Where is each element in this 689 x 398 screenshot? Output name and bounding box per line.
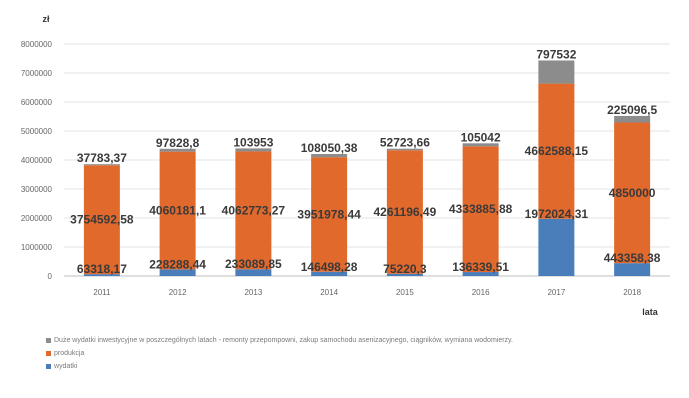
legend-label: Duże wydatki inwestycyjne w poszczególny… [54,337,513,344]
bar-2012-series-2 [159,148,196,152]
x-tick-label: 2017 [547,288,565,297]
data-label: 97828,8 [156,136,200,150]
legend-item: wydatki [46,362,676,372]
bar-2016-series-2 [462,143,499,147]
y-tick-label: 7000000 [21,69,53,78]
x-tick-label: 2015 [396,288,414,297]
bar-2014-series-1 [311,157,348,272]
data-label: 4060181,1 [149,204,206,218]
data-label: 52723,66 [380,136,430,150]
legend-swatch [46,364,51,369]
bar-2013-series-0 [235,269,272,276]
bar-2017-series-0 [538,218,575,276]
x-axis-label: lata [642,307,659,317]
data-label: 108050,38 [301,141,358,155]
data-label: 4850000 [609,186,656,200]
data-label: 225096,5 [607,103,657,117]
bar-2016-series-0 [462,272,499,276]
legend-label: produkcja [54,350,85,357]
data-label: 75220,3 [383,262,427,276]
legend-swatch [46,338,51,343]
legend-item: Duże wydatki inwestycyjne w poszczególny… [46,336,676,346]
legend-label: wydatki [54,363,78,370]
data-labels: 63318,17 3754592,58 37783,37 228288,44 40601… [70,47,661,276]
data-label: 105042 [461,130,501,144]
y-tick-label: 5000000 [21,127,53,136]
y-tick-label: 0 [48,272,53,281]
bar-2015-series-2 [386,148,423,151]
bar-2011-series-2 [83,164,120,166]
bar-2012-series-0 [159,269,196,276]
bar-2018-series-0 [614,263,651,276]
bar-2014-series-0 [311,271,348,276]
data-label: 443358,38 [604,251,661,265]
data-label: 3754592,58 [70,213,134,227]
y-tick-label: 3000000 [21,185,53,194]
x-tick-label: 2013 [244,288,262,297]
bar-2014-series-2 [311,154,348,158]
y-tick-label: 8000000 [21,40,53,49]
bar-2013-series-2 [235,148,272,152]
bar-2015-series-0 [386,273,423,276]
x-tick-label: 2014 [320,288,338,297]
data-label: 136339,51 [452,260,509,274]
bar-2011-series-0 [83,274,120,276]
legend-swatch [46,351,51,356]
x-axis-ticks: 2011 2012 2013 2014 2015 2016 2017 2018 [93,288,641,297]
bar-2013-series-1 [235,151,272,270]
gridlines [64,43,670,277]
y-tick-label: 4000000 [21,156,53,165]
x-tick-label: 2016 [472,288,490,297]
bar-2015-series-1 [386,150,423,274]
data-label: 4333885,88 [449,202,513,216]
data-label: 4662588,15 [525,144,589,158]
bar-2011-series-1 [83,165,120,275]
bar-2018-series-1 [614,122,651,264]
y-tick-label: 2000000 [21,214,53,223]
data-label: 37783,37 [77,151,127,165]
legend: Duże wydatki inwestycyjne w poszczególny… [46,336,676,375]
data-label: 3951978,44 [297,207,361,221]
bar-2018-series-2 [614,115,651,123]
data-label: 146498,28 [301,260,358,274]
x-tick-label: 2012 [169,288,187,297]
data-label: 4261196,49 [374,205,437,219]
bar-2012-series-1 [159,151,196,270]
y-tick-label: 1000000 [21,243,53,252]
data-label: 228288,44 [149,257,206,271]
data-label: 103953 [233,135,273,149]
data-label: 63318,17 [77,262,127,276]
bar-2017-series-1 [538,83,575,219]
y-tick-label: 6000000 [21,98,53,107]
data-label: 1972024,31 [525,207,589,221]
data-label: 797532 [536,47,576,61]
y-axis-ticks: 0 1000000 2000000 3000000 4000000 5000000 6000… [21,40,53,281]
data-label: 233089,85 [225,257,282,271]
y-axis-unit: zł [42,14,50,24]
bar-2016-series-1 [462,146,499,273]
x-tick-label: 2018 [623,288,641,297]
bars [83,60,651,276]
data-label: 4062773,27 [222,203,286,217]
x-tick-label: 2011 [93,288,111,297]
bar-2017-series-2 [538,60,575,84]
legend-item: produkcja [46,349,676,359]
